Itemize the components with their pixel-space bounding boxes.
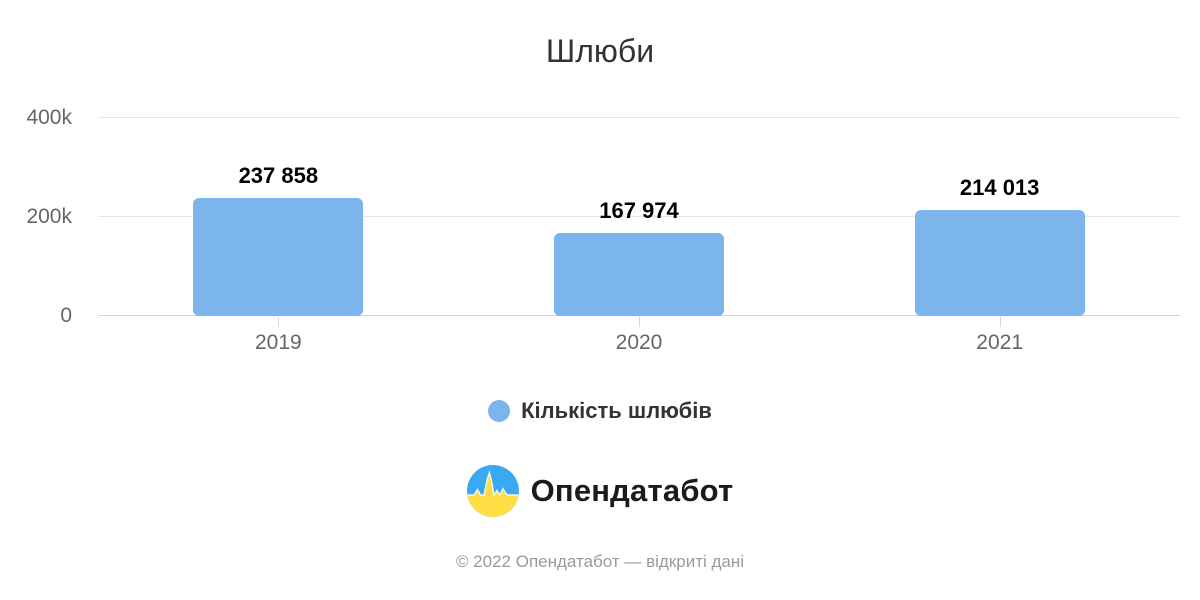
- value-label-2019: 237 858: [238, 163, 319, 188]
- x-tick-label-2020: 2020: [615, 331, 663, 354]
- footer-credit: © 2022 Опендатабот — відкриті дані: [455, 552, 745, 571]
- legend-marker-icon: [488, 400, 511, 422]
- bar-2020[interactable]: [554, 233, 724, 316]
- y-tick-label-200k: 200k: [26, 205, 72, 228]
- opendatabot-pulse-icon: [466, 465, 519, 517]
- brand-row: Опендатабот: [0, 465, 1200, 517]
- x-tick-label-2021: 2021: [976, 331, 1024, 354]
- value-label-2021: 214 013: [959, 175, 1040, 200]
- gridline-200k: [98, 216, 1180, 217]
- chart-title: Шлюби: [545, 33, 655, 69]
- brand-name: Опендатабот: [530, 473, 734, 508]
- legend-label: Кількість шлюбів: [521, 398, 712, 423]
- y-tick-label-0: 0: [60, 304, 72, 327]
- y-tick-label-400k: 400k: [26, 106, 72, 129]
- x-tick-2021: [999, 317, 1001, 327]
- x-tick-2020: [639, 317, 640, 327]
- value-label-2020: 167 974: [599, 198, 679, 223]
- x-tick-label-2019: 2019: [254, 331, 302, 354]
- legend-item-marriages[interactable]: Кількість шлюбів: [0, 398, 1200, 424]
- bar-2019[interactable]: [193, 198, 364, 316]
- bar-2021[interactable]: [914, 210, 1085, 316]
- x-tick-2019: [278, 317, 280, 327]
- gridline-400k: [98, 117, 1180, 118]
